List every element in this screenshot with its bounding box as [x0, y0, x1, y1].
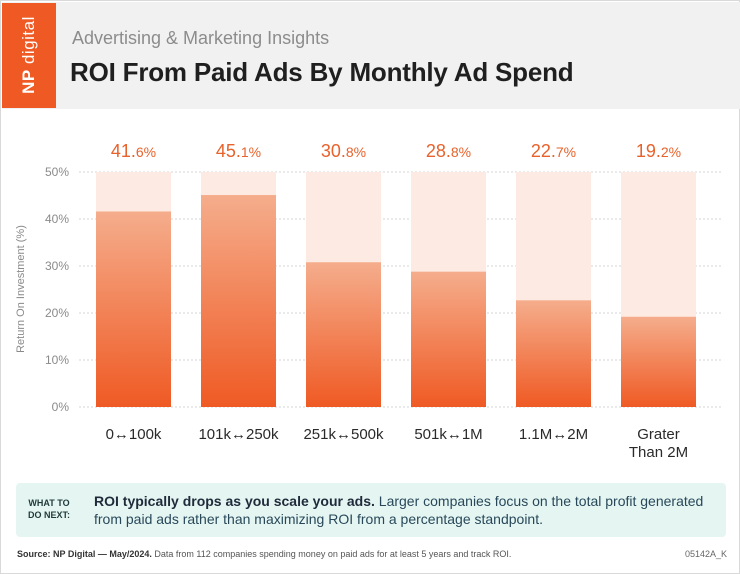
logo-digital-text: digital	[19, 16, 38, 65]
footer-source: Source: NP Digital — May/2024.	[17, 549, 152, 559]
bar-value-decimal: 8%	[346, 144, 366, 160]
bar-value-number: 28.	[426, 141, 451, 161]
x-category-label: 101k↔250k	[198, 426, 279, 443]
bar-value-number: 22.	[531, 141, 556, 161]
bar	[411, 271, 486, 407]
bar-value-number: 19.	[636, 141, 661, 161]
bar	[621, 316, 696, 407]
logo-np-text: NP	[19, 69, 38, 94]
bar-value-number: 30.	[321, 141, 346, 161]
header: NP digital Advertising & Marketing Insig…	[2, 2, 740, 109]
bar-value-decimal: 7%	[556, 144, 576, 160]
footer-note: Data from 112 companies spending money o…	[151, 549, 512, 559]
x-category-label: 0↔100k	[106, 426, 162, 443]
bar-chart: 0% 10% 20% 30% 40% 50% 41.6% 0↔100k 45.1% 101k↔25…	[45, 141, 723, 461]
bar	[201, 195, 276, 407]
y-tick-label: 0%	[52, 400, 70, 414]
bar-value-label: 45.1%	[216, 141, 261, 161]
y-tick-label: 20%	[45, 306, 69, 320]
x-category-label: 251k↔500k	[303, 426, 384, 443]
bar	[516, 300, 591, 407]
bar-value-decimal: 8%	[451, 144, 471, 160]
x-category-label: 501k↔1M	[414, 426, 482, 443]
y-tick-label: 10%	[45, 353, 69, 367]
what-to-do-next-callout: WHAT TO DO NEXT: ROI typically drops as …	[16, 483, 726, 537]
footer-code: 05142A_K	[684, 549, 727, 559]
callout-strong-text: ROI typically drops as you scale your ad…	[94, 493, 375, 509]
x-category-label: 1.1M↔2M	[519, 426, 588, 443]
bar-value-number: 45.	[216, 141, 241, 161]
footer: Source: NP Digital — May/2024. Data from…	[17, 549, 727, 559]
callout-text: ROI typically drops as you scale your ad…	[94, 492, 714, 528]
bar-value-label: 22.7%	[531, 141, 576, 161]
bar-value-number: 41.	[111, 141, 136, 161]
eyebrow-subtitle: Advertising & Marketing Insights	[72, 28, 330, 48]
bar-value-decimal: 2%	[661, 144, 681, 160]
y-tick-label: 30%	[45, 259, 69, 273]
bar-value-label: 41.6%	[111, 141, 156, 161]
bar-value-label: 19.2%	[636, 141, 681, 161]
bar-value-decimal: 6%	[136, 144, 156, 160]
np-digital-logo: NP digital	[2, 3, 56, 108]
bar	[306, 262, 381, 407]
bar-value-label: 28.8%	[426, 141, 471, 161]
bar	[96, 211, 171, 407]
y-tick-label: 50%	[45, 165, 69, 179]
page-title: ROI From Paid Ads By Monthly Ad Spend	[70, 57, 574, 87]
callout-tag: WHAT TO DO NEXT:	[27, 498, 70, 520]
callout-body-text: Larger companies focus on the total prof…	[94, 493, 704, 527]
bar-value-label: 30.8%	[321, 141, 366, 161]
y-tick-label: 40%	[45, 212, 69, 226]
bar-value-decimal: 1%	[241, 144, 261, 160]
x-category-label: Grater Than 2M	[629, 426, 688, 461]
